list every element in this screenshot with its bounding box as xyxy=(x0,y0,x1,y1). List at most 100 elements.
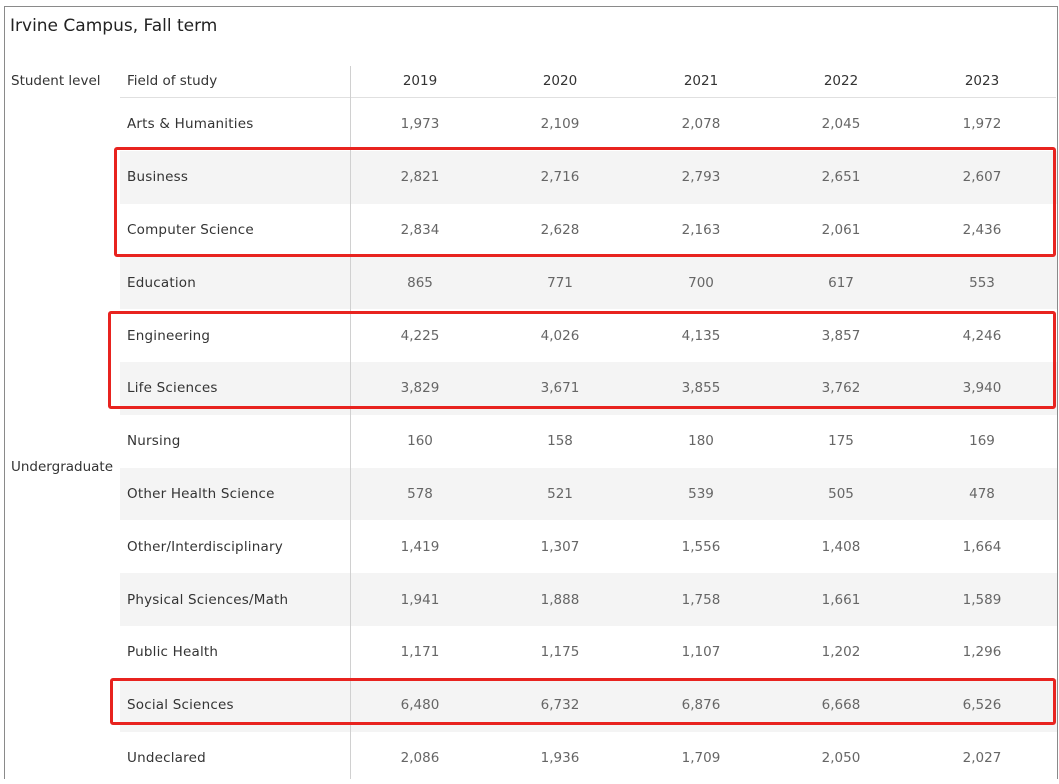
value-cell-2023[interactable]: 478 xyxy=(969,485,995,502)
value-cell-2020[interactable]: 2,109 xyxy=(540,116,580,133)
field-of-study-cell[interactable]: Other/Interdisciplinary xyxy=(127,538,283,555)
value-cell-2021[interactable]: 1,758 xyxy=(681,591,721,608)
value-cell-2021[interactable]: 6,876 xyxy=(681,697,721,714)
value-cell-2022[interactable]: 3,857 xyxy=(821,327,861,344)
value-cell-2022[interactable]: 3,762 xyxy=(821,380,861,397)
column-header-2021[interactable]: 2021 xyxy=(683,73,719,89)
value-cell-2021[interactable]: 3,855 xyxy=(681,380,721,397)
value-cell-2020[interactable]: 1,175 xyxy=(540,644,580,661)
field-of-study-cell[interactable]: Life Sciences xyxy=(127,380,218,397)
value-cell-2019[interactable]: 578 xyxy=(407,485,433,502)
table-row[interactable]: Other/Interdisciplinary 1,419 1,307 1,556 1,… xyxy=(120,520,1057,573)
value-cell-2021[interactable]: 2,793 xyxy=(681,169,721,186)
value-cell-2019[interactable]: 865 xyxy=(407,274,433,291)
value-cell-2023[interactable]: 4,246 xyxy=(962,327,1002,344)
table-row[interactable]: Public Health 1,171 1,175 1,107 1,202 1,296 xyxy=(120,626,1057,679)
field-of-study-cell[interactable]: Business xyxy=(127,169,189,186)
value-cell-2021[interactable]: 2,078 xyxy=(681,116,721,133)
column-header-2022[interactable]: 2022 xyxy=(823,73,859,89)
column-header-2023[interactable]: 2023 xyxy=(964,73,1000,89)
value-cell-2021[interactable]: 1,709 xyxy=(681,749,721,766)
value-cell-2022[interactable]: 2,045 xyxy=(821,116,861,133)
table-row[interactable]: Education 865 771 700 617 553 xyxy=(120,256,1057,310)
value-cell-2022[interactable]: 1,661 xyxy=(821,591,861,608)
field-of-study-cell[interactable]: Physical Sciences/Math xyxy=(127,591,289,608)
value-cell-2020[interactable]: 2,628 xyxy=(540,221,580,238)
value-cell-2023[interactable]: 553 xyxy=(969,274,995,291)
value-cell-2022[interactable]: 2,651 xyxy=(821,169,861,186)
value-cell-2023[interactable]: 1,972 xyxy=(962,116,1002,133)
field-of-study-cell[interactable]: Computer Science xyxy=(127,221,254,238)
value-cell-2019[interactable]: 4,225 xyxy=(400,327,440,344)
value-cell-2019[interactable]: 1,171 xyxy=(400,644,440,661)
table-row[interactable]: Physical Sciences/Math 1,941 1,888 1,758 1,6… xyxy=(120,573,1057,626)
field-of-study-cell[interactable]: Engineering xyxy=(127,327,211,344)
value-cell-2020[interactable]: 1,307 xyxy=(540,538,580,555)
value-cell-2019[interactable]: 3,829 xyxy=(400,380,440,397)
table-row[interactable]: Engineering 4,225 4,026 4,135 3,857 4,246 xyxy=(120,309,1057,362)
value-cell-2020[interactable]: 1,888 xyxy=(540,591,580,608)
value-cell-2022[interactable]: 617 xyxy=(828,274,854,291)
value-cell-2020[interactable]: 3,671 xyxy=(540,380,580,397)
table-row[interactable]: Computer Science 2,834 2,628 2,163 2,061 2,43… xyxy=(120,204,1057,257)
value-cell-2022[interactable]: 1,408 xyxy=(821,538,861,555)
value-cell-2023[interactable]: 1,296 xyxy=(962,644,1002,661)
value-cell-2021[interactable]: 180 xyxy=(688,433,714,450)
column-header-2020[interactable]: 2020 xyxy=(542,73,578,89)
value-cell-2022[interactable]: 505 xyxy=(828,485,854,502)
value-cell-2022[interactable]: 1,202 xyxy=(821,644,861,661)
field-of-study-cell[interactable]: Arts & Humanities xyxy=(127,116,254,133)
value-cell-2023[interactable]: 169 xyxy=(969,433,995,450)
field-of-study-cell[interactable]: Nursing xyxy=(127,433,181,450)
value-cell-2021[interactable]: 1,556 xyxy=(681,538,721,555)
value-cell-2020[interactable]: 4,026 xyxy=(540,327,580,344)
value-cell-2020[interactable]: 771 xyxy=(547,274,573,291)
table-row[interactable]: Arts & Humanities 1,973 2,109 2,078 2,045 1,9… xyxy=(120,98,1057,151)
value-cell-2019[interactable]: 2,086 xyxy=(400,749,440,766)
value-cell-2019[interactable]: 6,480 xyxy=(400,697,440,714)
value-cell-2019[interactable]: 2,821 xyxy=(400,169,440,186)
value-cell-2023[interactable]: 2,436 xyxy=(962,221,1002,238)
value-cell-2023[interactable]: 2,607 xyxy=(962,169,1002,186)
column-header-2019[interactable]: 2019 xyxy=(402,73,438,89)
value-cell-2020[interactable]: 521 xyxy=(547,485,573,502)
value-cell-2020[interactable]: 2,716 xyxy=(540,169,580,186)
table-row[interactable]: Nursing 160 158 180 175 169 xyxy=(120,415,1057,468)
value-cell-2023[interactable]: 3,940 xyxy=(962,380,1002,397)
table-body: Arts & Humanities 1,973 2,109 2,078 2,045 1,9… xyxy=(120,98,1057,784)
field-of-study-cell[interactable]: Public Health xyxy=(127,644,219,661)
value-cell-2020[interactable]: 6,732 xyxy=(540,697,580,714)
value-cell-2022[interactable]: 2,061 xyxy=(821,221,861,238)
value-cell-2019[interactable]: 1,419 xyxy=(400,538,440,555)
value-cell-2019[interactable]: 2,834 xyxy=(400,221,440,238)
value-cell-2019[interactable]: 1,941 xyxy=(400,591,440,608)
value-cell-2021[interactable]: 2,163 xyxy=(681,221,721,238)
value-cell-2023[interactable]: 6,526 xyxy=(962,697,1002,714)
value-cell-2019[interactable]: 1,973 xyxy=(400,116,440,133)
column-header-student-level[interactable]: Student level xyxy=(11,73,101,89)
value-cell-2021[interactable]: 1,107 xyxy=(681,644,721,661)
table-row[interactable]: Business 2,821 2,716 2,793 2,651 2,607 xyxy=(120,150,1057,204)
value-cell-2020[interactable]: 1,936 xyxy=(540,749,580,766)
value-cell-2021[interactable]: 700 xyxy=(688,274,714,291)
column-header-field-of-study[interactable]: Field of study xyxy=(127,73,218,89)
student-level-label: Undergraduate xyxy=(11,459,114,475)
value-cell-2019[interactable]: 160 xyxy=(407,433,433,450)
value-cell-2022[interactable]: 2,050 xyxy=(821,749,861,766)
value-cell-2023[interactable]: 2,027 xyxy=(962,749,1002,766)
field-of-study-cell[interactable]: Social Sciences xyxy=(127,697,234,714)
table-row[interactable]: Undeclared 2,086 1,936 1,709 2,050 2,027 xyxy=(120,732,1057,784)
table-row[interactable]: Life Sciences 3,829 3,671 3,855 3,762 3,940 xyxy=(120,361,1057,415)
value-cell-2020[interactable]: 158 xyxy=(547,433,573,450)
table-row[interactable]: Social Sciences 6,480 6,732 6,876 6,668 6,526 xyxy=(120,678,1057,732)
field-of-study-cell[interactable]: Undeclared xyxy=(127,749,206,766)
value-cell-2021[interactable]: 539 xyxy=(688,485,714,502)
field-of-study-cell[interactable]: Education xyxy=(127,274,197,291)
value-cell-2022[interactable]: 175 xyxy=(828,433,854,450)
table-row[interactable]: Other Health Science 578 521 539 505 478 xyxy=(120,467,1057,521)
value-cell-2021[interactable]: 4,135 xyxy=(681,327,721,344)
field-of-study-cell[interactable]: Other Health Science xyxy=(127,485,275,502)
value-cell-2023[interactable]: 1,589 xyxy=(962,591,1002,608)
value-cell-2023[interactable]: 1,664 xyxy=(962,538,1002,555)
value-cell-2022[interactable]: 6,668 xyxy=(821,697,861,714)
